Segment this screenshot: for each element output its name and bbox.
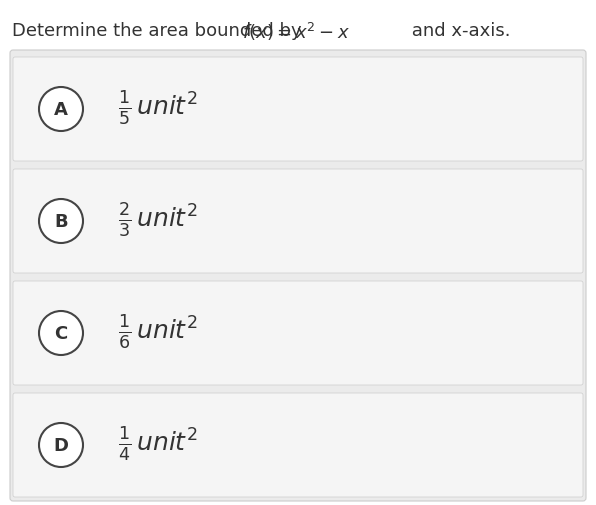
Circle shape <box>39 88 83 132</box>
Text: $\frac{1}{5}\,\mathit{unit}^2$: $\frac{1}{5}\,\mathit{unit}^2$ <box>118 89 198 127</box>
Text: $\frac{2}{3}\,\mathit{unit}^2$: $\frac{2}{3}\,\mathit{unit}^2$ <box>118 200 198 238</box>
FancyBboxPatch shape <box>13 58 583 162</box>
Text: $\frac{1}{4}\,\mathit{unit}^2$: $\frac{1}{4}\,\mathit{unit}^2$ <box>118 424 198 462</box>
FancyBboxPatch shape <box>13 281 583 385</box>
Text: Determine the area bounded by: Determine the area bounded by <box>12 22 308 40</box>
FancyBboxPatch shape <box>13 393 583 497</box>
Text: C: C <box>54 324 67 342</box>
FancyBboxPatch shape <box>10 51 586 501</box>
Text: D: D <box>54 436 69 454</box>
Circle shape <box>39 423 83 467</box>
Circle shape <box>39 199 83 243</box>
Circle shape <box>39 312 83 356</box>
Text: and x-axis.: and x-axis. <box>406 22 511 40</box>
Text: B: B <box>54 213 68 231</box>
Text: $\frac{1}{6}\,\mathit{unit}^2$: $\frac{1}{6}\,\mathit{unit}^2$ <box>118 313 198 350</box>
FancyBboxPatch shape <box>13 170 583 274</box>
Text: A: A <box>54 101 68 119</box>
Text: $f(x) = x^2 - x$: $f(x) = x^2 - x$ <box>242 21 350 43</box>
